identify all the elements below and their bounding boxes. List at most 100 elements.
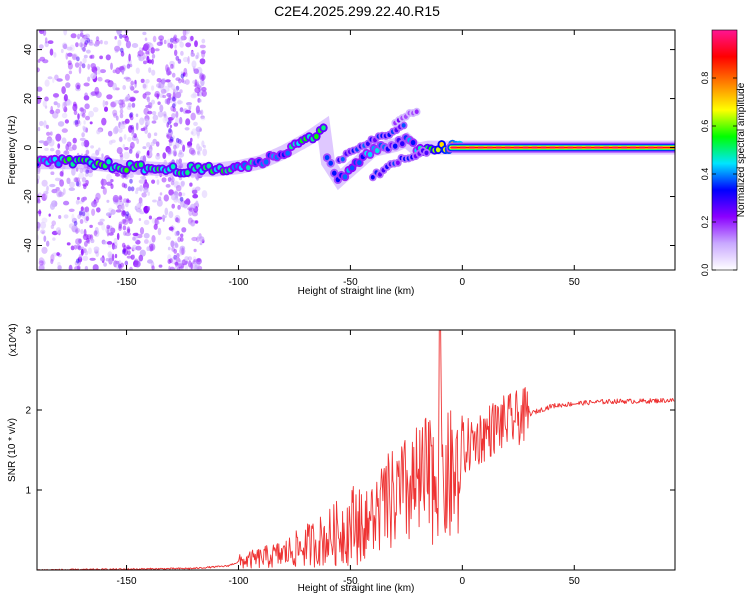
noise-dot (156, 216, 163, 220)
noise-dot (129, 96, 136, 102)
noise-dot (129, 178, 133, 184)
noise-dot (148, 215, 152, 220)
noise-dot (89, 121, 93, 125)
noise-dot (129, 266, 133, 270)
noise-dot (155, 154, 161, 160)
noise-dot (163, 113, 167, 118)
noise-dot (145, 50, 150, 55)
noise-dot (181, 247, 185, 255)
x-tick-label: -50 (343, 277, 358, 288)
noise-dot (161, 215, 167, 219)
noise-dot (104, 101, 109, 106)
noise-dot (167, 177, 172, 182)
noise-dot (174, 181, 180, 189)
noise-dot (64, 119, 69, 124)
noise-dot (126, 198, 130, 203)
noise-dot (90, 91, 97, 96)
noise-dot (143, 107, 149, 115)
noise-dot (110, 183, 114, 189)
noise-dot (87, 171, 93, 178)
noise-dot (173, 144, 177, 150)
noise-dot (97, 76, 103, 82)
noise-dot (148, 243, 154, 252)
noise-dot (90, 63, 96, 69)
noise-dot (139, 211, 145, 215)
noise-dot (119, 152, 124, 158)
noise-dot (41, 246, 48, 254)
noise-dot (121, 99, 125, 105)
noise-dot (68, 70, 73, 75)
noise-dot (44, 147, 49, 151)
noise-dot (151, 53, 156, 59)
noise-dot (154, 93, 160, 98)
ridge-core (370, 175, 375, 180)
noise-dot (186, 30, 190, 35)
ridge-core (357, 160, 362, 166)
noise-dot (102, 240, 108, 245)
noise-dot (90, 73, 96, 80)
noise-dot (147, 110, 153, 115)
spectrogram-ridge (37, 107, 675, 191)
noise-dot (135, 67, 140, 74)
noise-dot (123, 134, 127, 140)
noise-dot (190, 222, 196, 227)
spectrogram-panel: -150 -100 -50 0 50 -40 -20 0 20 40 Height of stra… (7, 29, 676, 297)
noise-dot (122, 144, 126, 149)
noise-dot (105, 212, 113, 217)
noise-dot (58, 191, 64, 197)
noise-dot (177, 100, 184, 105)
noise-dot (102, 187, 107, 195)
spectrogram-ticks: -150 -100 -50 0 50 -40 -20 0 20 40 (23, 30, 675, 288)
noise-dot (55, 149, 61, 155)
noise-dot (184, 199, 191, 205)
noise-dot (146, 142, 151, 148)
noise-dot (47, 76, 53, 80)
noise-dot (147, 59, 153, 64)
noise-dot (138, 197, 143, 204)
noise-dot (125, 77, 132, 82)
noise-dot (192, 256, 197, 264)
noise-dot (174, 88, 178, 94)
spectrogram-ylabel: Frequency (Hz) (7, 116, 18, 185)
noise-dot (185, 109, 192, 114)
noise-dot (96, 207, 101, 213)
noise-dot (137, 50, 144, 57)
noise-dot (118, 205, 123, 210)
noise-dot (106, 224, 110, 229)
noise-dot (201, 50, 206, 58)
noise-dot (63, 150, 70, 156)
ridge-core (332, 170, 337, 176)
noise-dot (100, 186, 105, 189)
noise-dot (167, 246, 171, 251)
noise-dot (44, 96, 49, 102)
noise-dot (172, 40, 178, 44)
ridge-core (56, 161, 61, 167)
noise-dot (151, 111, 157, 116)
noise-dot (162, 152, 167, 160)
noise-dot (199, 72, 204, 80)
noise-dot (72, 54, 77, 61)
noise-dot (143, 43, 150, 50)
noise-dot (70, 245, 75, 251)
noise-dot (108, 244, 112, 248)
noise-dot (163, 194, 169, 202)
noise-dot (179, 89, 183, 94)
noise-dot (63, 106, 68, 113)
noise-dot (163, 39, 167, 45)
noise-dot (118, 265, 123, 270)
noise-dot (73, 101, 77, 107)
noise-dot (113, 112, 118, 118)
noise-dot (47, 40, 54, 44)
noise-dot (82, 46, 86, 52)
noise-dot (110, 101, 116, 109)
noise-dot (193, 264, 198, 270)
noise-dot (102, 99, 106, 108)
noise-dot (182, 30, 187, 37)
noise-dot (38, 140, 45, 144)
noise-dot (139, 47, 142, 52)
noise-dot (169, 266, 175, 270)
noise-dot (65, 82, 71, 88)
noise-dot (112, 82, 117, 91)
noise-dot (170, 37, 174, 43)
noise-dot (93, 246, 100, 252)
